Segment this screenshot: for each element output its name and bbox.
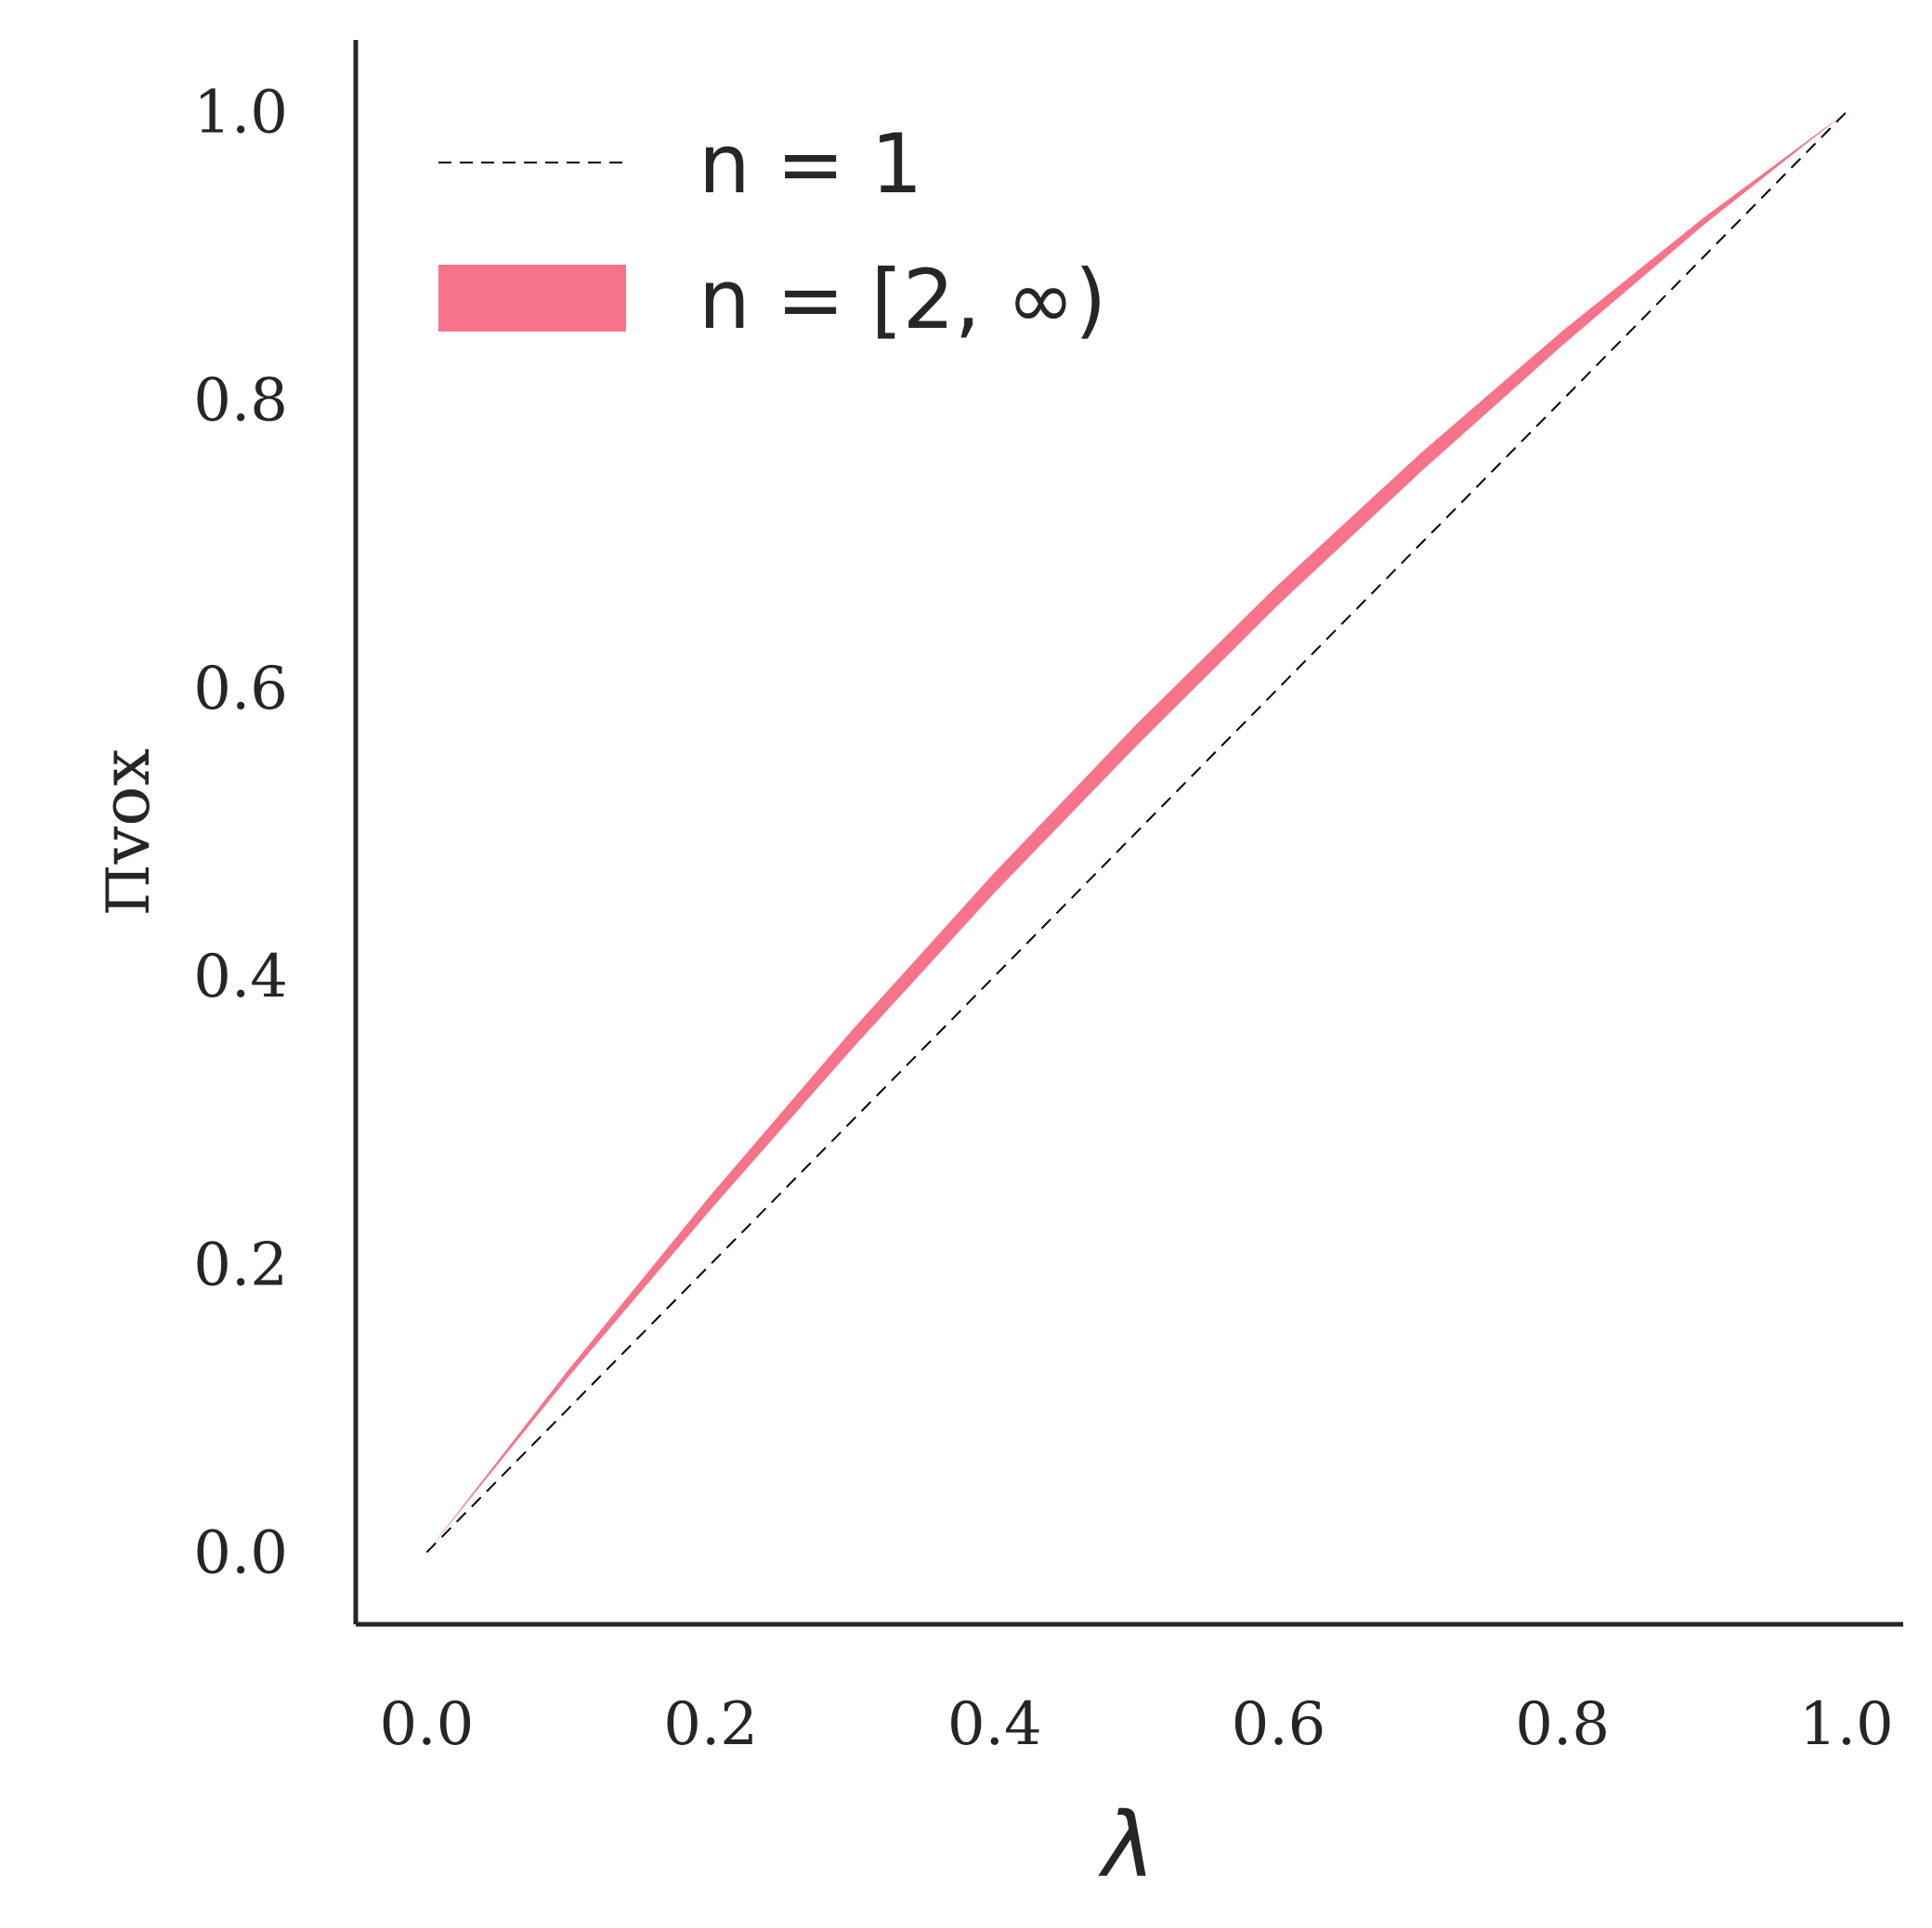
y-tick-label: 1.0 bbox=[193, 79, 288, 148]
series-line bbox=[425, 111, 1847, 1554]
x-tick-label: 1.0 bbox=[1799, 1690, 1894, 1759]
y-label-main: Π bbox=[95, 864, 163, 916]
legend-swatch bbox=[438, 265, 626, 332]
x-axis-label: λ bbox=[1098, 1793, 1155, 1897]
x-tick-label: 0.2 bbox=[663, 1690, 758, 1759]
y-tick-label: 0.0 bbox=[193, 1518, 288, 1587]
y-axis-label: Πvox bbox=[86, 749, 164, 916]
y-tick-label: 0.4 bbox=[193, 943, 288, 1011]
legend-label: n = [2, ∞) bbox=[698, 252, 1106, 347]
x-tick-label: 0.0 bbox=[380, 1690, 475, 1759]
legend-label: n = 1 bbox=[698, 116, 922, 212]
y-label-sub: vox bbox=[86, 749, 164, 866]
x-tick-label: 0.8 bbox=[1515, 1690, 1610, 1759]
x-tick-label: 0.4 bbox=[947, 1690, 1042, 1759]
y-tick-label: 0.6 bbox=[193, 655, 288, 723]
y-tick-label: 0.2 bbox=[193, 1231, 288, 1299]
y-tick-label: 0.8 bbox=[193, 367, 288, 436]
x-tick-label: 0.6 bbox=[1232, 1690, 1326, 1759]
